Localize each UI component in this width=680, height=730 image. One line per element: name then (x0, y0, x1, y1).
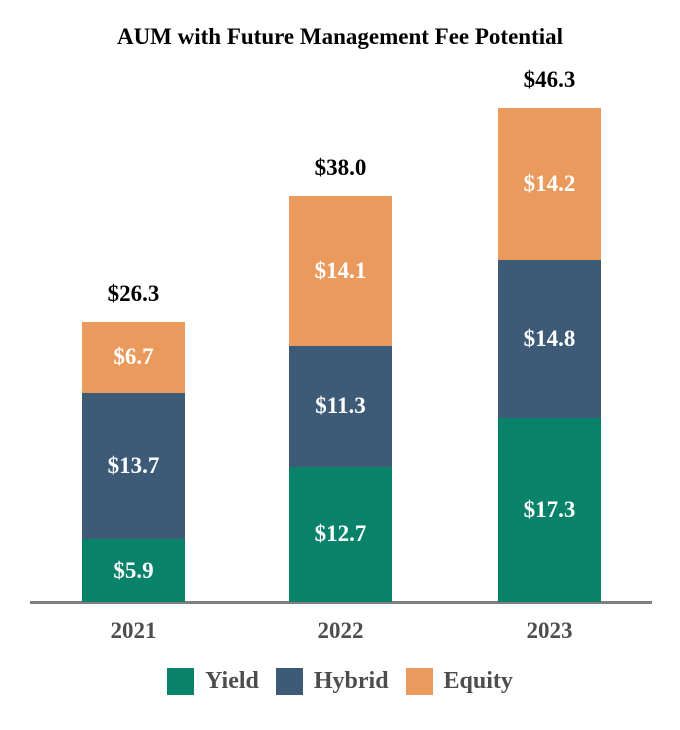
segment-value-label: $11.3 (315, 393, 366, 419)
legend-item-equity: Equity (405, 668, 513, 695)
segment-value-label: $14.8 (523, 325, 576, 351)
total-label-2022: $38.0 (314, 154, 367, 180)
segment-value-label: $17.3 (523, 496, 576, 522)
total-label-2021: $26.3 (107, 280, 160, 306)
segment-yield-2021: $5.9 (82, 539, 185, 602)
bar-2022: $38.0 $14.1 $11.3 $12.7 (289, 155, 392, 602)
segment-value-label: $14.2 (523, 171, 576, 197)
chart-title: AUM with Future Management Fee Potential (116, 24, 564, 49)
legend-swatch-hybrid-icon (275, 668, 303, 695)
segment-value-label: $13.7 (107, 453, 160, 479)
x-axis-line (30, 601, 652, 604)
segment-equity-2021: $6.7 (82, 321, 185, 394)
segment-value-label: $6.7 (113, 344, 154, 370)
legend-swatch-equity-icon (405, 668, 433, 695)
segment-hybrid-2022: $11.3 (289, 346, 392, 467)
segment-yield-2023: $17.3 (498, 417, 601, 602)
legend: Yield Hybrid Equity (0, 668, 680, 695)
legend-label-equity: Equity (443, 668, 513, 694)
segment-equity-2023: $14.2 (498, 108, 601, 260)
x-tick-2021: 2021 (110, 618, 157, 643)
segment-value-label: $14.1 (314, 257, 367, 283)
segment-equity-2022: $14.1 (289, 195, 392, 347)
legend-item-hybrid: Hybrid (275, 668, 389, 695)
legend-label-yield: Yield (205, 668, 259, 694)
bar-2023: $46.3 $14.2 $14.8 $17.3 (498, 67, 601, 602)
legend-label-hybrid: Hybrid (313, 668, 389, 694)
segment-hybrid-2021: $13.7 (82, 393, 185, 540)
legend-item-yield: Yield (167, 668, 259, 695)
segment-value-label: $5.9 (113, 557, 154, 583)
x-axis-labels: 2021 2022 2023 (0, 602, 680, 648)
x-tick-2023: 2023 (526, 618, 573, 643)
bar-2021: $26.3 $6.7 $13.7 $5.9 (82, 281, 185, 602)
x-tick-2022: 2022 (317, 618, 364, 643)
segment-yield-2022: $12.7 (289, 466, 392, 602)
total-label-2023: $46.3 (523, 67, 576, 93)
segment-hybrid-2023: $14.8 (498, 259, 601, 418)
segment-value-label: $12.7 (314, 521, 367, 547)
plot-area: $26.3 $6.7 $13.7 $5.9 $38.0 $14.1 $11.3 $12.7 $4… (0, 56, 680, 604)
legend-swatch-yield-icon (167, 668, 195, 695)
